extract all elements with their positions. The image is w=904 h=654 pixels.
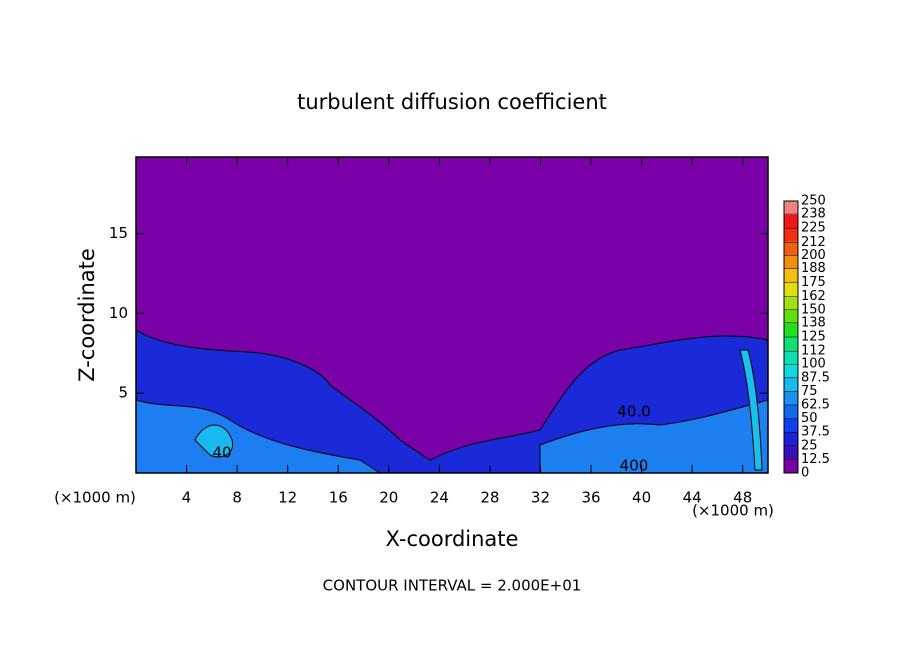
colorbar-cell <box>784 241 798 256</box>
colorbar-cell <box>784 296 798 310</box>
colorbar-label: 75 <box>801 384 818 399</box>
x-tick-label: 48 <box>733 489 752 507</box>
x-tick-label: 32 <box>531 489 550 507</box>
colorbar-cell <box>784 459 798 473</box>
y-tick-label: 5 <box>118 384 128 402</box>
x-axis-label: X-coordinate <box>386 527 519 551</box>
field-region <box>135 399 382 474</box>
colorbar-label: 238 <box>801 207 826 222</box>
colorbar-label: 37.5 <box>801 425 830 440</box>
x-tick-label: 40 <box>632 489 651 507</box>
colorbar-label: 200 <box>801 248 826 263</box>
colorbar-cell <box>784 214 798 229</box>
x-tick-label: 28 <box>480 489 499 507</box>
colorbar-cell <box>784 201 798 215</box>
footnote: CONTOUR INTERVAL = 2.000E+01 <box>323 577 582 595</box>
x-tick-label: 36 <box>581 489 600 507</box>
colorbar-label: 50 <box>801 411 818 426</box>
field-region <box>739 349 763 471</box>
colorbar-label: 25 <box>801 438 818 453</box>
x-tick-label: 12 <box>278 489 297 507</box>
x-unit-label: (×1000 m) <box>54 489 136 507</box>
colorbar-label: 212 <box>801 235 826 250</box>
y-axis-label: Z-coordinate <box>75 248 99 382</box>
colorbar-label: 150 <box>801 302 826 317</box>
contour-label: 400 <box>620 457 649 475</box>
colorbar-cell <box>784 377 798 392</box>
colorbar-cell <box>784 350 798 365</box>
colorbar-cell <box>784 282 798 297</box>
x-tick-label: 24 <box>430 489 449 507</box>
colorbar-label: 250 <box>801 194 826 209</box>
colorbar-cell <box>784 228 798 242</box>
colorbar-label: 100 <box>801 357 826 372</box>
colorbar-cell <box>784 364 798 378</box>
colorbar-cell <box>784 405 798 419</box>
x-tick-label: 44 <box>683 489 702 507</box>
field-region <box>539 399 769 474</box>
y-tick-label: 10 <box>109 304 128 322</box>
colorbar-label: 188 <box>801 261 826 276</box>
colorbar-cell <box>784 391 798 405</box>
colorbar-label: 0 <box>801 466 809 481</box>
colorbar-label: 125 <box>801 330 826 345</box>
colorbar-cell <box>784 309 798 324</box>
colorbar-label: 87.5 <box>801 370 830 385</box>
colorbar-label: 162 <box>801 289 826 304</box>
field <box>135 156 769 474</box>
colorbar-label: 225 <box>801 221 826 236</box>
colorbar-label: 112 <box>801 344 826 359</box>
x-tick-label: 20 <box>379 489 398 507</box>
colorbar-cell <box>784 269 798 283</box>
colorbar-cell <box>784 418 798 433</box>
x-tick-label: 4 <box>182 489 192 507</box>
field-region <box>194 424 234 458</box>
colorbar-label: 12.5 <box>801 452 830 467</box>
colorbar-cell <box>784 255 798 269</box>
colorbar-cell <box>784 445 798 460</box>
colorbar-label: 138 <box>801 315 826 330</box>
x-tick-label: 16 <box>329 489 348 507</box>
colorbar-cell <box>784 432 798 446</box>
colorbar-label: 62.5 <box>801 398 830 413</box>
y-tick-label: 15 <box>109 224 128 242</box>
x-tick-label: 8 <box>232 489 242 507</box>
contour-label: 40 <box>212 444 231 462</box>
plot-frame <box>135 156 769 474</box>
colorbar-label: 175 <box>801 275 826 290</box>
contour-label: 40.0 <box>617 403 650 421</box>
colorbar-cell <box>784 323 798 337</box>
x-unit-label: (×1000 m) <box>692 502 774 520</box>
colorbar-cell <box>784 337 798 351</box>
chart-title: turbulent diffusion coefficient <box>297 90 607 114</box>
